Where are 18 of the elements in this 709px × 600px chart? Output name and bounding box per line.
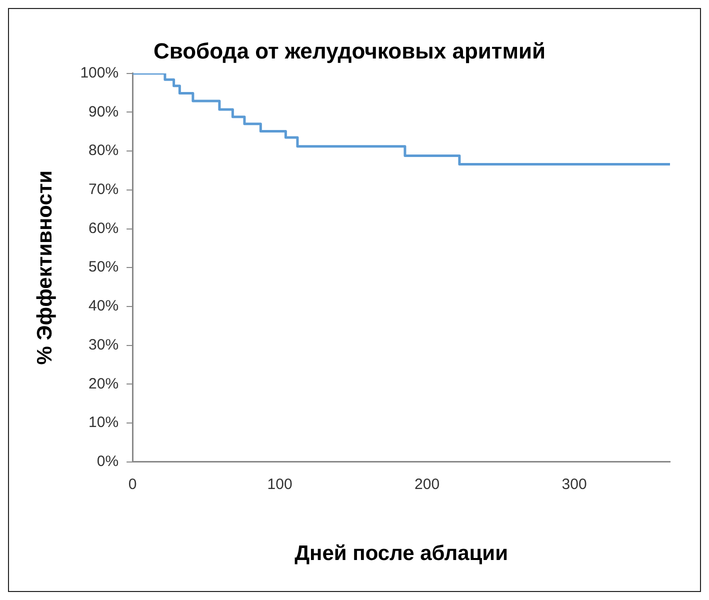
y-tick-label: 0%: [96, 452, 119, 470]
y-axis-title: % Эффективности: [33, 170, 56, 365]
x-axis-title: Дней после аблации: [294, 542, 508, 566]
x-tick-label: 200: [414, 476, 440, 493]
y-tick-label: 10%: [88, 414, 119, 432]
y-tick-label: 100%: [80, 64, 119, 82]
y-tick-label: 20%: [88, 375, 119, 392]
y-tick-label: 80%: [88, 142, 119, 160]
x-tick-label: 100: [267, 476, 292, 493]
y-tick-label: 90%: [88, 103, 119, 120]
x-tick-label: 0: [128, 476, 137, 493]
y-tick-label: 60%: [88, 220, 119, 237]
y-tick-label: 70%: [88, 181, 119, 198]
y-tick-label: 40%: [88, 298, 119, 315]
x-tick-label: 300: [562, 476, 587, 493]
y-tick-label: 30%: [88, 336, 119, 354]
chart-title: Свобода от желудочковых аритмий: [153, 38, 546, 64]
y-tick-label: 50%: [88, 258, 119, 276]
